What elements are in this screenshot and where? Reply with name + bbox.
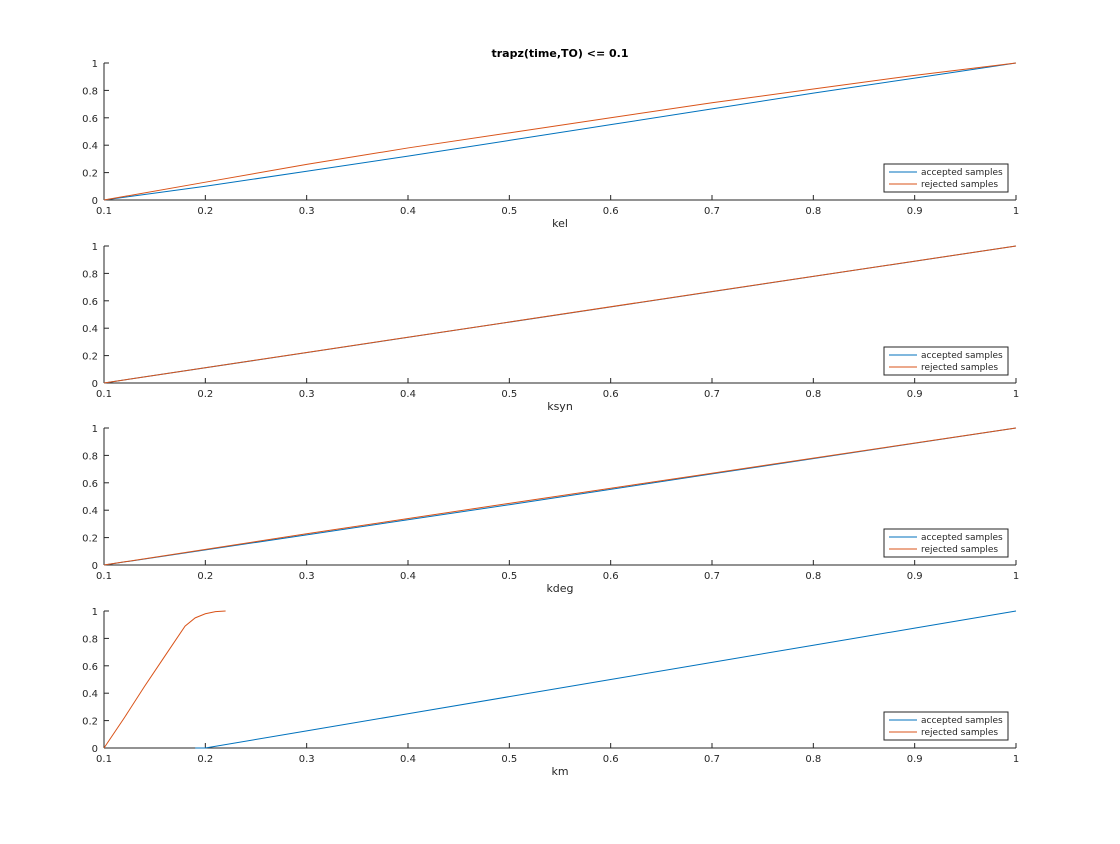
series-line-rejected	[103, 427, 1017, 566]
x-tick-label: 0.2	[197, 571, 213, 582]
x-axis-label: kel	[552, 217, 568, 230]
y-tick-label: 0.4	[82, 324, 98, 335]
x-tick-label: 1	[1013, 389, 1019, 400]
x-axis-label: ksyn	[547, 400, 573, 413]
subplot-ksyn: 0.1 0.2 0.3 0.4 0.5 0.6 0.7 0.8 0.9 1 0 0.2 0.4 0.6 0.…	[82, 242, 1019, 413]
x-tick-label: 0.5	[501, 754, 517, 765]
x-tick-label: 0.6	[603, 206, 619, 217]
legend: accepted samples rejected samples	[883, 711, 1009, 741]
x-tick-label: 0.1	[96, 754, 112, 765]
x-tick-label: 0.4	[400, 754, 416, 765]
x-tick-label: 0.1	[96, 571, 112, 582]
x-tick-label: 0.8	[805, 754, 821, 765]
subplot-kdeg: 0.1 0.2 0.3 0.4 0.5 0.6 0.7 0.8 0.9 1 0 0.2 0.4 0.6 0.…	[82, 424, 1019, 595]
series-line-accepted	[195, 610, 1017, 749]
y-tick-label: 0.2	[82, 169, 98, 180]
y-tick-label: 1	[92, 59, 98, 70]
x-tick-label: 0.9	[907, 571, 923, 582]
x-axis-label: kdeg	[546, 582, 573, 595]
y-tick-label: 0.8	[82, 634, 98, 645]
legend-entry: accepted samples	[921, 351, 1003, 361]
x-tick-label: 0.4	[400, 389, 416, 400]
series-line-rejected	[103, 610, 226, 749]
y-tick-label: 0.8	[82, 86, 98, 97]
y-tick-label: 0	[92, 196, 98, 207]
x-tick-label: 0.7	[704, 389, 720, 400]
legend-entry: accepted samples	[921, 533, 1003, 543]
series-line-accepted	[103, 62, 1017, 201]
figure-title: trapz(time,TO) <= 0.1	[491, 47, 628, 60]
x-axis-label: km	[551, 765, 568, 778]
y-tick-label: 0	[92, 744, 98, 755]
legend: accepted samples rejected samples	[883, 346, 1009, 376]
x-tick-label: 0.2	[197, 206, 213, 217]
x-tick-label: 0.7	[704, 754, 720, 765]
x-tick-label: 0.5	[501, 206, 517, 217]
x-tick-label: 0.9	[907, 754, 923, 765]
x-tick-label: 0.1	[96, 206, 112, 217]
x-tick-label: 0.9	[907, 389, 923, 400]
x-tick-label: 0.6	[603, 389, 619, 400]
x-tick-label: 0.4	[400, 206, 416, 217]
subplot-km: 0.1 0.2 0.3 0.4 0.5 0.6 0.7 0.8 0.9 1 0 0.2 0.4 0.6 0.…	[82, 607, 1019, 778]
x-tick-label: 0.6	[603, 571, 619, 582]
y-tick-label: 0.8	[82, 451, 98, 462]
y-tick-label: 0.6	[82, 297, 98, 308]
x-tick-label: 0.3	[299, 754, 315, 765]
series-line-rejected	[103, 62, 1017, 201]
y-tick-label: 1	[92, 607, 98, 618]
y-tick-label: 0.2	[82, 717, 98, 728]
legend-entry: rejected samples	[921, 545, 998, 555]
legend: accepted samples rejected samples	[883, 163, 1009, 193]
x-tick-label: 0.5	[501, 571, 517, 582]
y-tick-label: 0.6	[82, 114, 98, 125]
legend-entry: accepted samples	[921, 716, 1003, 726]
x-tick-label: 0.8	[805, 389, 821, 400]
y-tick-label: 0.6	[82, 479, 98, 490]
legend-box	[883, 711, 1009, 741]
x-tick-label: 0.2	[197, 754, 213, 765]
x-tick-label: 0.1	[96, 389, 112, 400]
series-line-rejected	[103, 245, 1017, 384]
legend: accepted samples rejected samples	[883, 528, 1009, 558]
legend-entry: rejected samples	[921, 363, 998, 373]
y-tick-label: 0	[92, 561, 98, 572]
x-tick-label: 0.9	[907, 206, 923, 217]
x-tick-label: 0.8	[805, 571, 821, 582]
x-tick-label: 1	[1013, 754, 1019, 765]
x-tick-label: 0.3	[299, 571, 315, 582]
x-tick-label: 0.8	[805, 206, 821, 217]
legend-box	[883, 346, 1009, 376]
x-tick-label: 1	[1013, 206, 1019, 217]
x-tick-label: 0.2	[197, 389, 213, 400]
y-tick-label: 0.2	[82, 534, 98, 545]
y-tick-label: 0.6	[82, 662, 98, 673]
y-tick-label: 0.2	[82, 352, 98, 363]
y-tick-label: 0	[92, 379, 98, 390]
x-tick-label: 0.6	[603, 754, 619, 765]
legend-entry: accepted samples	[921, 168, 1003, 178]
subplot-stack: 0.1 0.2 0.3 0.4 0.5 0.6 0.7 0.8 0.9 1 0 0.2 0.4 0.6 0.…	[82, 59, 1019, 778]
x-tick-label: 0.4	[400, 571, 416, 582]
x-tick-label: 0.5	[501, 389, 517, 400]
legend-entry: rejected samples	[921, 728, 998, 738]
legend-entry: rejected samples	[921, 180, 998, 190]
y-tick-label: 0.4	[82, 506, 98, 517]
legend-box	[883, 528, 1009, 558]
y-tick-label: 0.4	[82, 141, 98, 152]
y-tick-label: 0.8	[82, 269, 98, 280]
x-tick-label: 0.3	[299, 389, 315, 400]
y-tick-label: 1	[92, 424, 98, 435]
y-tick-label: 0.4	[82, 689, 98, 700]
x-tick-label: 0.7	[704, 571, 720, 582]
x-tick-label: 0.3	[299, 206, 315, 217]
legend-box	[883, 163, 1009, 193]
subplot-kel: 0.1 0.2 0.3 0.4 0.5 0.6 0.7 0.8 0.9 1 0 0.2 0.4 0.6 0.…	[82, 59, 1019, 230]
x-tick-label: 1	[1013, 571, 1019, 582]
x-tick-label: 0.7	[704, 206, 720, 217]
y-tick-label: 1	[92, 242, 98, 253]
